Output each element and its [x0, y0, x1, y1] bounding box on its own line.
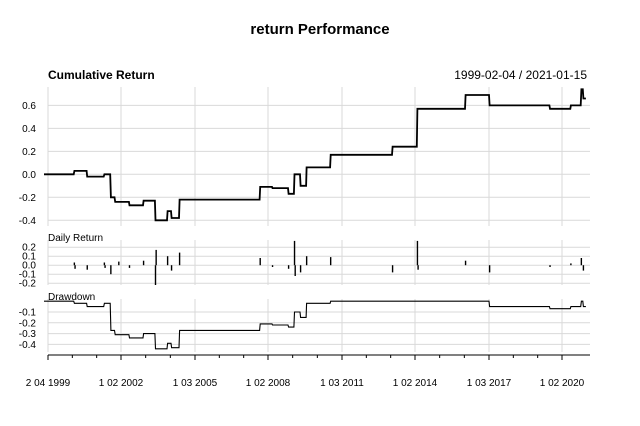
y-tick-label: 0.2	[22, 147, 36, 158]
y-tick-label: -0.2	[19, 193, 37, 204]
daily-return-label: Daily Return	[48, 233, 103, 244]
x-tick-label: 2 04 1999	[26, 378, 71, 389]
y-tick-label: -0.4	[19, 340, 37, 351]
y-tick-label: 0.0	[22, 170, 36, 181]
x-tick-label: 1 02 2002	[99, 378, 144, 389]
chart-title: return Performance	[250, 21, 389, 38]
y-tick-label: 0.1	[22, 252, 36, 263]
y-tick-label: 0.0	[22, 261, 36, 272]
cumulative-return-heading: Cumulative Return	[48, 68, 155, 82]
y-tick-label: 0.4	[22, 124, 36, 135]
series-layer	[44, 88, 586, 350]
x-tick-label: 1 02 2014	[393, 378, 438, 389]
x-tick-label: 1 02 2008	[246, 378, 291, 389]
y-tick-label: 0.6	[22, 101, 36, 112]
y-tick-label: -0.1	[19, 307, 37, 318]
axis-layer: 0.60.40.20.0-0.2-0.40.20.10.0-0.1-0.2-0.…	[19, 101, 590, 389]
y-tick-label: -0.2	[19, 318, 37, 329]
date-range-label: 1999-02-04 / 2021-01-15	[454, 68, 587, 82]
x-tick-label: 1 03 2005	[173, 378, 218, 389]
y-tick-label: -0.3	[19, 329, 37, 340]
drawdown-label: Drawdown	[48, 292, 95, 303]
grid-layer	[47, 87, 590, 352]
cumulative-return-line	[44, 88, 586, 222]
y-tick-label: -0.2	[19, 279, 37, 290]
y-tick-label: 0.2	[22, 243, 36, 254]
y-tick-label: -0.1	[19, 270, 37, 281]
x-tick-label: 1 03 2017	[467, 378, 512, 389]
x-tick-label: 1 03 2011	[320, 378, 364, 389]
x-tick-label: 1 02 2020	[540, 378, 585, 389]
y-tick-label: -0.4	[19, 216, 37, 227]
drawdown-line	[44, 300, 586, 350]
